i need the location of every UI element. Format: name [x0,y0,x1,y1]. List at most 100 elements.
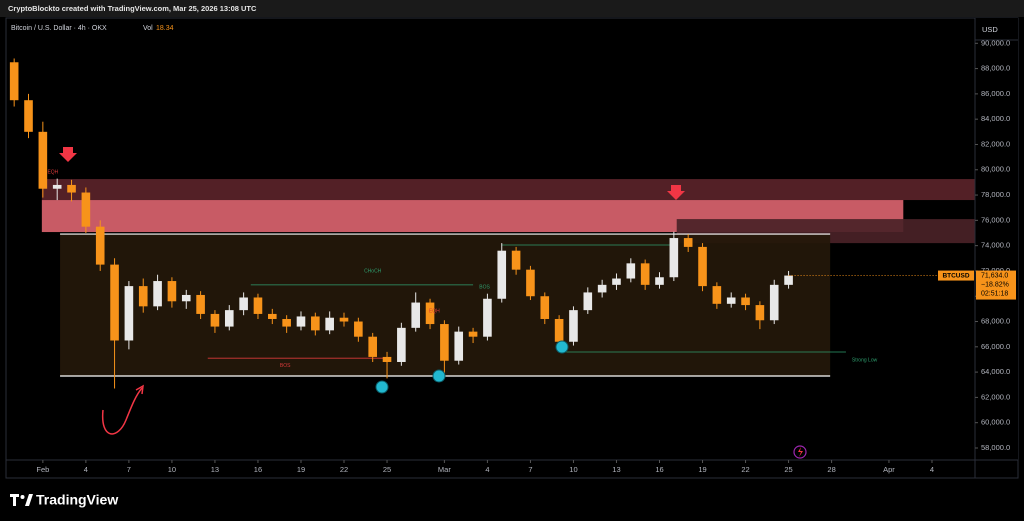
symbol-badge [938,270,974,281]
down-arrow [667,185,685,200]
candle-body [583,292,593,311]
candle-body [511,250,521,270]
y-tick-label: 82,000.0 [981,139,1010,148]
x-tick-label: 10 [168,465,176,474]
candle-body [726,297,736,304]
price-badge [976,270,1016,300]
x-tick-label: 7 [127,465,131,474]
y-tick-label: 62,000.0 [981,392,1010,401]
x-tick-label: 13 [612,465,620,474]
annotation: BOS [479,285,490,291]
change-label: −18.82% [981,281,1009,288]
candle-body [268,313,277,319]
candle-body [554,318,564,342]
candle-body [741,297,750,306]
candle-body [669,238,679,278]
candle-body [24,100,33,132]
down-arrow [59,147,77,162]
candle-body [38,131,48,189]
candle-body [181,294,191,302]
candle-body [397,327,406,362]
x-tick-label: 16 [655,465,663,474]
candle-body [311,316,320,331]
y-tick-label: 66,000.0 [981,342,1010,351]
candle-body [368,336,377,357]
x-tick-label: 19 [698,465,706,474]
annotation: EQH [429,309,440,315]
candle-body [612,278,621,285]
top-bar [0,0,1024,17]
x-tick-label: 4 [485,465,489,474]
candle-body [497,250,507,299]
y-tick-label: 88,000.0 [981,64,1010,73]
candle-body [698,246,707,287]
volume-label: Vol [143,25,153,32]
countdown-label: 02:51:18 [981,290,1008,297]
candle-body [626,263,636,279]
candle-body [382,356,392,362]
x-tick-label: 25 [383,465,391,474]
candle-body [784,275,793,285]
y-tick-label: 78,000.0 [981,190,1010,199]
logo-mark [25,494,33,506]
y-tick-label: 76,000.0 [981,215,1010,224]
header-text: CryptoBlockto created with TradingView.c… [8,4,257,13]
candle-body [339,317,349,322]
y-tick-label: 72,000.0 [981,266,1010,275]
y-tick-label: 64,000.0 [981,367,1010,376]
x-tick-label: 4 [930,465,934,474]
candle-body [224,310,234,327]
candle-body [110,264,119,341]
candle-body [425,302,435,325]
x-tick-label: 22 [340,465,348,474]
candle-body [282,318,291,327]
brand-logo [10,494,33,506]
lightning-icon[interactable] [793,445,807,459]
candle-body [124,286,134,341]
lightning-bolt [798,447,803,457]
y-tick-label: 80,000.0 [981,165,1010,174]
x-tick-label: 13 [211,465,219,474]
candle-body [95,226,105,265]
x-tick-label: Mar [438,465,451,474]
candle-body [655,277,664,285]
candle-body [296,316,306,327]
candle-body [167,281,177,302]
y-tick-label: 58,000.0 [981,443,1010,452]
candle-body [196,294,205,314]
volume-value: 18.34 [156,25,174,32]
swing-marker [375,380,389,394]
annotation: BOS [280,363,291,369]
candle-body [52,184,62,189]
candle-body [153,281,162,307]
plot-area: EQH CHoCH BOS EQH BOS Strong Low [9,58,975,394]
candle-body [9,62,19,101]
candle-body [683,238,693,247]
last-price-label: 71,634.0 [981,272,1008,279]
candle-body [569,310,578,342]
currency-label: USD [982,25,998,34]
brand-text: TradingView [36,492,118,508]
swing-marker [555,340,569,354]
price-axis [975,18,1018,460]
x-tick-label: Feb [36,465,49,474]
candle-body [210,313,220,327]
candle-body [769,284,779,321]
y-tick-label: 74,000.0 [981,241,1010,250]
candle-body [138,286,148,307]
candle-body [81,192,91,227]
y-tick-label: 86,000.0 [981,89,1010,98]
candle-body [468,331,478,337]
candle-body [712,286,722,304]
curved-arrow [101,387,143,435]
x-tick-label: 4 [84,465,88,474]
symbol-label: BTCUSD [942,272,969,279]
candle-body [67,184,76,193]
candle-body [755,305,765,321]
candle-body [239,297,248,311]
candle-body [483,298,492,337]
annotation: CHoCH [364,268,382,274]
x-tick-label: 22 [741,465,749,474]
